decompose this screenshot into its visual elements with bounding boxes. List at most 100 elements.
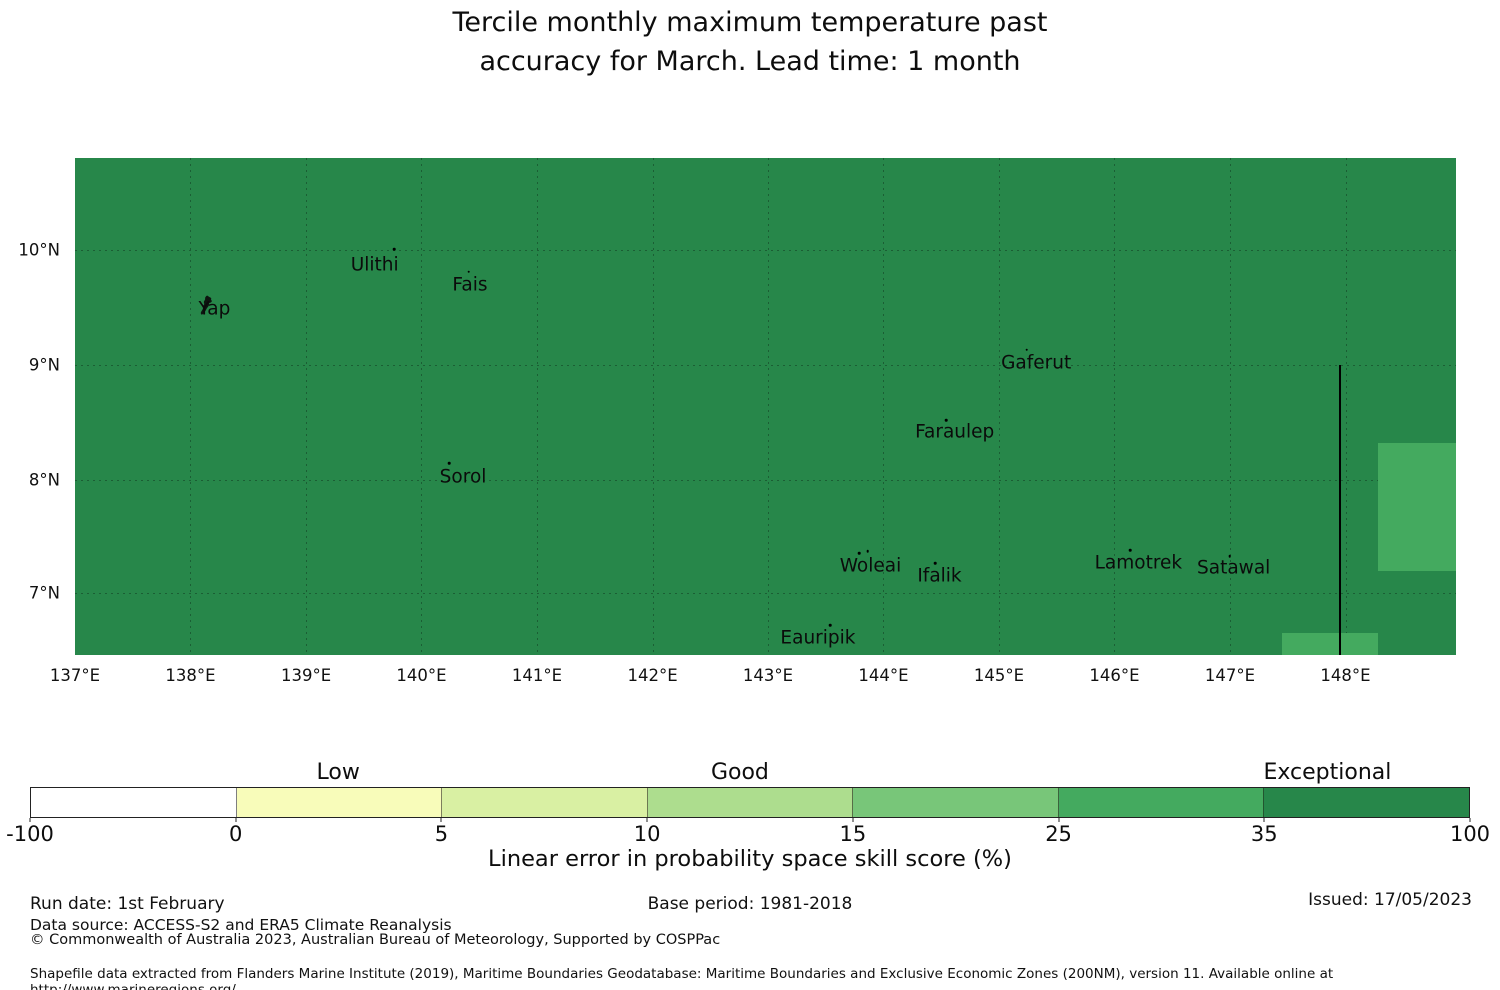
island-label-lamotrek: Lamotrek [1094, 552, 1183, 574]
lon-tick-label: 137°E [49, 666, 101, 685]
colorbar-tick-label: 5 [434, 822, 449, 846]
islet-dot [467, 270, 470, 274]
lon-tick-label: 142°E [627, 666, 678, 685]
colorbar-segment [647, 788, 854, 817]
lon-gridline [883, 158, 885, 655]
islet-dot [829, 623, 832, 627]
islet-dot [858, 551, 861, 555]
island-label-sorol: Sorol [439, 466, 487, 488]
islet-dot [392, 247, 396, 251]
shapefile-note: Shapefile data extracted from Flanders M… [30, 966, 1334, 990]
data-source: Data source: ACCESS-S2 and ERA5 Climate … [30, 916, 452, 934]
skill-patch [1281, 633, 1378, 655]
islet-dot [1128, 548, 1132, 552]
lat-gridline [75, 592, 1456, 594]
colorbar-category-exceptional: Exceptional [1263, 760, 1392, 785]
maritime-boundary-line [1338, 364, 1341, 655]
colorbar-tickmark [1263, 818, 1265, 822]
colorbar-caption: Linear error in probability space skill … [488, 846, 1012, 872]
lon-tick-label: 146°E [1089, 666, 1140, 685]
lon-tick-label: 144°E [858, 666, 909, 685]
lat-gridline [75, 249, 1456, 251]
colorbar-tick-label: 25 [1045, 822, 1072, 846]
islet-dot [1025, 348, 1028, 352]
lat-tick-label: 10°N [18, 240, 60, 260]
lon-gridline [421, 158, 423, 655]
lon-tick-label: 145°E [973, 666, 1025, 685]
colorbar-segment [236, 788, 443, 817]
islet-dot [866, 549, 869, 553]
lon-tick-label: 139°E [280, 666, 332, 685]
islet-dot [447, 461, 451, 465]
lon-gridline [999, 158, 1001, 655]
colorbar-segment [1058, 788, 1265, 817]
chart-title-line2: accuracy for March. Lead time: 1 month [479, 46, 1021, 77]
lon-gridline [1345, 158, 1347, 655]
lat-gridline [75, 480, 1456, 482]
lon-tick-label: 143°E [742, 666, 794, 685]
lon-gridline [536, 158, 538, 655]
skill-patch [1377, 442, 1456, 571]
islet-dot [1228, 554, 1231, 558]
colorbar-segment [31, 788, 237, 817]
colorbar-category-labels: Low Good Exceptional [30, 757, 1470, 785]
colorbar-tick-labels: -100 0 5 10 15 25 35 100 [6, 818, 1490, 850]
islet-dot [945, 418, 948, 422]
map-canvas: Yap Ulithi Fais Gaferut Faraulep Sorol Woleai I… [75, 158, 1456, 655]
colorbar [30, 787, 1470, 818]
lon-tick-label: 148°E [1320, 666, 1371, 685]
yap-island-shape [200, 295, 212, 315]
island-label-fais: Fais [452, 274, 488, 296]
copyright-line: © Commonwealth of Australia 2023, Austra… [30, 932, 721, 948]
colorbar-tick-label: -100 [6, 822, 54, 846]
colorbar-tickmark [1469, 818, 1471, 822]
lon-gridline [767, 158, 769, 655]
colorbar-category-good: Good [710, 760, 769, 785]
colorbar-tickmark [29, 818, 31, 822]
colorbar-tick-label: 100 [1449, 822, 1491, 846]
lon-tick-label: 141°E [511, 666, 563, 685]
lon-tick-label: 147°E [1204, 666, 1256, 685]
colorbar-tick-label: 15 [839, 822, 867, 846]
colorbar-tickmark [852, 818, 854, 822]
lon-gridline [306, 158, 308, 655]
colorbar-category-low: Low [316, 760, 360, 785]
colorbar-tickmark [235, 818, 237, 822]
island-label-ulithi: Ulithi [350, 254, 399, 276]
lon-gridline [190, 158, 192, 655]
islet-dot [934, 561, 937, 565]
island-label-faraulep: Faraulep [915, 421, 995, 443]
colorbar-tick-label: 10 [633, 822, 661, 846]
lon-tick-label: 138°E [165, 666, 216, 685]
island-label-satawal: Satawal [1197, 557, 1271, 579]
chart-title-line1: Tercile monthly maximum temperature past [452, 7, 1048, 38]
colorbar-tickmark [440, 818, 442, 822]
island-label-ifalik: Ifalik [917, 565, 962, 587]
run-date: Run date: 1st February [30, 894, 225, 914]
island-label-gaferut: Gaferut [1001, 352, 1072, 374]
lon-tick-label: 140°E [396, 666, 447, 685]
colorbar-segment [442, 788, 648, 817]
colorbar-tickmark [1058, 818, 1060, 822]
lon-gridline [652, 158, 654, 655]
lat-tick-label: 9°N [28, 355, 60, 375]
island-label-eauripik: Eauripik [780, 627, 856, 649]
colorbar-segment [1264, 788, 1470, 817]
lon-gridline [1114, 158, 1116, 655]
colorbar-tickmark [646, 818, 648, 822]
longitude-axis: 137°E 138°E 139°E 140°E 141°E 142°E 143°E 144°E… [50, 662, 1456, 690]
lat-tick-label: 7°N [28, 583, 60, 603]
latitude-axis: 10°N 9°N 8°N 7°N [0, 158, 68, 655]
base-period: Base period: 1981-2018 [647, 894, 853, 914]
colorbar-tick-label: 35 [1250, 822, 1278, 846]
island-label-yap: Yap [198, 298, 231, 320]
issued-date: Issued: 17/05/2023 [1308, 890, 1472, 910]
colorbar-segment [853, 788, 1059, 817]
chart-title: Tercile monthly maximum temperature past… [0, 3, 1500, 81]
lon-gridline [1229, 158, 1231, 655]
colorbar-tick-label: 0 [229, 822, 243, 846]
lat-gridline [75, 364, 1456, 366]
lat-tick-label: 8°N [28, 470, 60, 490]
island-label-woleai: Woleai [839, 555, 902, 577]
